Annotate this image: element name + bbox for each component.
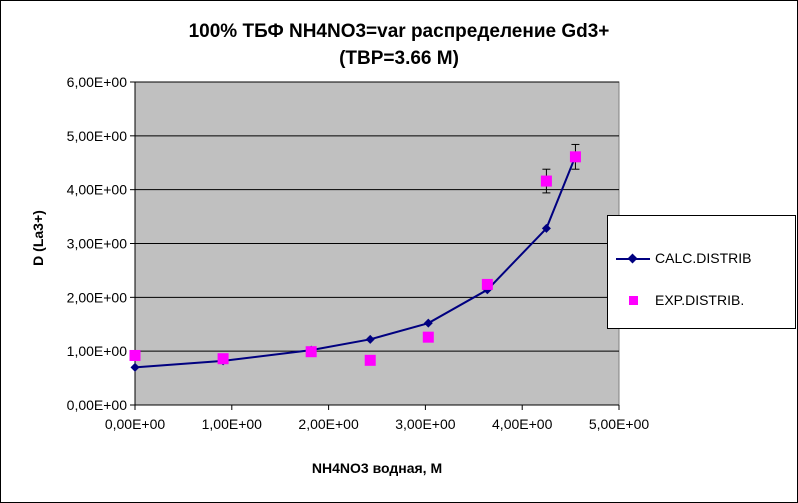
exp-point [540,175,552,187]
y-tick-label: 0,00E+00 [67,397,128,413]
x-tick-label: 0,00E+00 [105,416,166,432]
legend-square-marker [629,296,638,305]
legend: CALC.DISTRIB EXP.DISTRIB. [607,215,796,329]
legend-item-exp: EXP.DISTRIB. [608,291,795,311]
chart-subtitle: (TBP=3.66 M) [339,48,459,69]
exp-point [569,151,581,163]
chart-title: 100% ТБФ NH4NO3=var распределение Gd3+ [188,21,610,42]
exp-point [422,331,434,343]
calc-point [423,318,433,328]
x-tick-label: 2,00E+00 [298,416,359,432]
legend-label-calc: CALC.DISTRIB [655,250,752,266]
y-tick-label: 5,00E+00 [67,128,128,144]
x-tick-label: 4,00E+00 [492,416,553,432]
calc-series-line [134,155,577,369]
exp-point [364,354,376,366]
exp-point [217,353,229,365]
exp-point [305,346,317,358]
calc-point [130,362,140,372]
calc-point [365,334,375,344]
x-axis-label: NH4NO3 водная, М [311,460,443,476]
x-tick-label: 5,00E+00 [589,416,650,432]
calc-point [541,223,551,233]
exp-point [129,349,141,361]
exp-point [481,278,493,290]
y-tick-label: 4,00E+00 [67,182,128,198]
x-tick-label: 3,00E+00 [395,416,456,432]
y-tick-label: 1,00E+00 [67,343,128,359]
y-tick-label: 2,00E+00 [67,289,128,305]
legend-diamond-marker [627,253,638,264]
legend-item-calc: CALC.DISTRIB [608,249,795,269]
y-tick-label: 3,00E+00 [67,236,128,252]
y-tick-label: 6,00E+00 [67,74,128,90]
x-tick-label: 1,00E+00 [202,416,263,432]
legend-label-exp: EXP.DISTRIB. [655,292,745,308]
